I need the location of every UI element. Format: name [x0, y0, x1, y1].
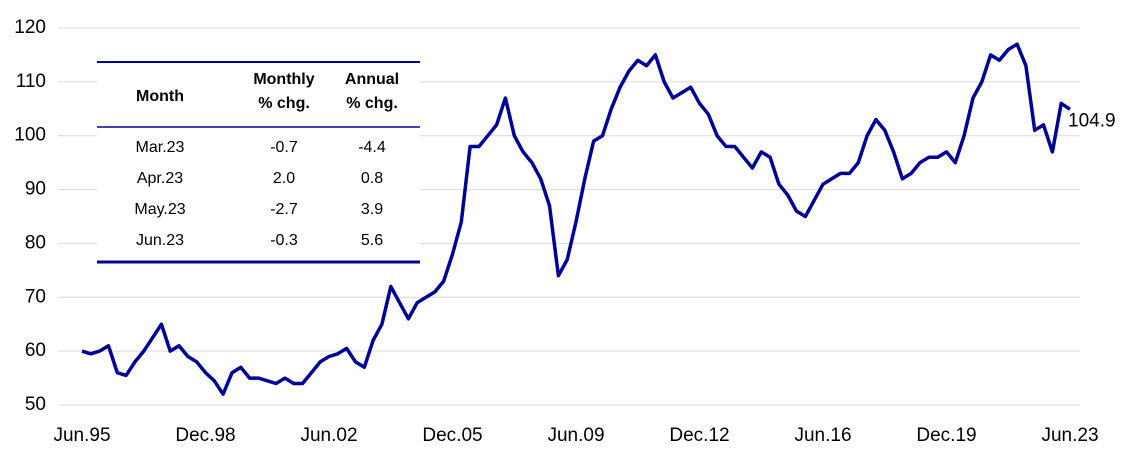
x-tick-label: Jun.16 — [794, 425, 851, 446]
y-tick-label: 110 — [16, 71, 46, 92]
table-bg — [97, 62, 420, 264]
x-tick-label: Dec.12 — [669, 425, 729, 446]
table-header: Annual — [345, 71, 399, 88]
table-header: % chg. — [258, 95, 310, 112]
y-tick-label: 100 — [14, 125, 46, 146]
table-header: Monthly — [253, 71, 314, 88]
table-cell: -0.3 — [270, 232, 298, 249]
table-cell: -4.4 — [358, 139, 386, 156]
table-header: % chg. — [346, 95, 398, 112]
table-cell: -2.7 — [270, 201, 298, 218]
table-cell: 2.0 — [273, 170, 295, 187]
y-tick-label: 70 — [25, 286, 46, 307]
table-cell: -0.7 — [270, 139, 298, 156]
x-tick-label: Dec.98 — [175, 425, 235, 446]
table-cell: Apr.23 — [137, 170, 183, 187]
table-cell: May.23 — [134, 201, 185, 218]
table-cell: 3.9 — [361, 201, 383, 218]
y-tick-label: 90 — [25, 179, 46, 200]
series-line — [81, 42, 1071, 396]
y-tick-label: 120 — [14, 17, 46, 38]
y-tick-label: 50 — [25, 394, 46, 415]
x-tick-label: Jun.23 — [1041, 425, 1098, 446]
table-cell: 0.8 — [361, 170, 383, 187]
y-tick-label: 60 — [25, 340, 46, 361]
y-tick-label: 80 — [25, 232, 46, 253]
x-tick-label: Jun.02 — [300, 425, 357, 446]
table-cell: Jun.23 — [136, 232, 184, 249]
x-tick-label: Dec.19 — [916, 425, 976, 446]
x-tick-label: Jun.09 — [547, 425, 604, 446]
table-cell: Mar.23 — [136, 139, 185, 156]
end-value-label: 104.9 — [1068, 110, 1116, 131]
x-tick-label: Dec.05 — [422, 425, 482, 446]
table-header: Month — [136, 88, 184, 105]
x-tick-label: Jun.95 — [53, 425, 110, 446]
table-cell: 5.6 — [361, 232, 383, 249]
